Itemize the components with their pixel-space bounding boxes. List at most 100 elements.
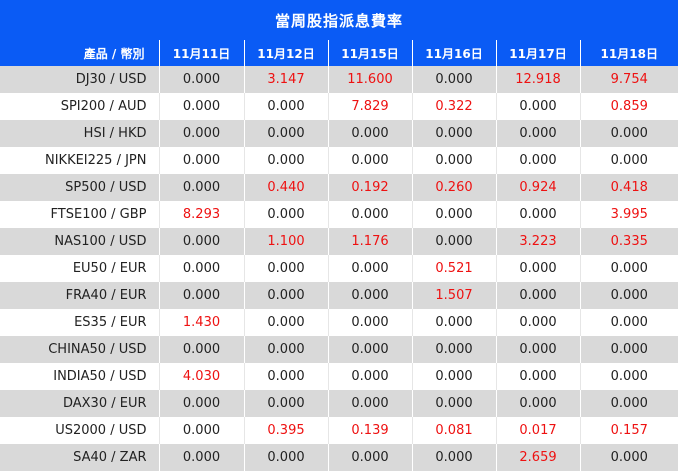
column-header-date: 11月11日 bbox=[158, 40, 244, 66]
product-cell: DJ30 / USD bbox=[0, 66, 159, 93]
rate-cell: 0.000 bbox=[495, 147, 580, 174]
product-cell: HSI / HKD bbox=[0, 120, 159, 147]
rate-cell: 0.000 bbox=[411, 336, 496, 363]
rate-cell: 0.000 bbox=[411, 228, 496, 255]
rate-cell: 0.000 bbox=[243, 444, 328, 471]
rate-cell: 0.000 bbox=[495, 336, 580, 363]
rate-cell: 0.000 bbox=[411, 363, 496, 390]
rate-cell: 0.000 bbox=[158, 390, 244, 417]
table-row: INDIA50 / USD 4.030 0.000 0.000 0.000 0.000 0.… bbox=[0, 363, 678, 390]
table-row: ES35 / EUR 1.430 0.000 0.000 0.000 0.000 0.000 bbox=[0, 309, 678, 336]
rate-cell: 0.000 bbox=[243, 336, 328, 363]
rate-cell: 3.147 bbox=[243, 66, 328, 93]
column-header-date: 11月12日 bbox=[243, 40, 328, 66]
table-row: DAX30 / EUR 0.000 0.000 0.000 0.000 0.000 0.00… bbox=[0, 390, 678, 417]
dividend-rate-table: 產品 / 幣別 11月11日 11月12日 11月15日 11月16日 11月17日 11月… bbox=[0, 40, 678, 471]
page-title: 當周股指派息費率 bbox=[0, 0, 678, 40]
rate-cell: 0.000 bbox=[158, 336, 244, 363]
rate-cell: 0.924 bbox=[495, 174, 580, 201]
table-row: DJ30 / USD 0.000 3.147 11.600 0.000 12.918 9.7… bbox=[0, 66, 678, 93]
product-cell: DAX30 / EUR bbox=[0, 390, 159, 417]
rate-cell: 0.000 bbox=[411, 444, 496, 471]
table-row: FRA40 / EUR 0.000 0.000 0.000 1.507 0.000 0.00… bbox=[0, 282, 678, 309]
rate-cell: 0.000 bbox=[158, 120, 244, 147]
rate-cell: 0.081 bbox=[411, 417, 496, 444]
rate-cell: 0.000 bbox=[243, 363, 328, 390]
rate-cell: 0.000 bbox=[243, 255, 328, 282]
rate-cell: 0.000 bbox=[158, 93, 244, 120]
product-cell: EU50 / EUR bbox=[0, 255, 159, 282]
rate-cell: 0.192 bbox=[327, 174, 412, 201]
rate-cell: 9.754 bbox=[579, 66, 678, 93]
table-row: HSI / HKD 0.000 0.000 0.000 0.000 0.000 0.000 bbox=[0, 120, 678, 147]
rate-cell: 0.000 bbox=[158, 66, 244, 93]
rate-cell: 0.000 bbox=[411, 390, 496, 417]
rate-cell: 1.507 bbox=[411, 282, 496, 309]
rate-cell: 0.000 bbox=[327, 444, 412, 471]
rate-cell: 0.000 bbox=[411, 147, 496, 174]
rate-cell: 0.000 bbox=[579, 336, 678, 363]
rate-cell: 0.000 bbox=[243, 201, 328, 228]
rate-cell: 0.000 bbox=[158, 444, 244, 471]
rate-cell: 0.000 bbox=[411, 201, 496, 228]
rate-cell: 0.322 bbox=[411, 93, 496, 120]
product-cell: CHINA50 / USD bbox=[0, 336, 159, 363]
rate-cell: 0.000 bbox=[243, 93, 328, 120]
rate-cell: 0.000 bbox=[158, 147, 244, 174]
rate-cell: 0.000 bbox=[579, 282, 678, 309]
rate-cell: 0.000 bbox=[579, 147, 678, 174]
rate-cell: 0.000 bbox=[327, 147, 412, 174]
rate-cell: 0.000 bbox=[579, 255, 678, 282]
rate-cell: 0.000 bbox=[243, 309, 328, 336]
rate-cell: 1.430 bbox=[158, 309, 244, 336]
rate-cell: 0.000 bbox=[495, 120, 580, 147]
rate-cell: 3.223 bbox=[495, 228, 580, 255]
rate-cell: 3.995 bbox=[579, 201, 678, 228]
rate-cell: 0.000 bbox=[327, 363, 412, 390]
rate-cell: 8.293 bbox=[158, 201, 244, 228]
product-cell: US2000 / USD bbox=[0, 417, 159, 444]
rate-cell: 0.000 bbox=[158, 228, 244, 255]
rate-cell: 0.260 bbox=[411, 174, 496, 201]
table-row: SPI200 / AUD 0.000 0.000 7.829 0.322 0.000 0.8… bbox=[0, 93, 678, 120]
rate-cell: 0.000 bbox=[495, 390, 580, 417]
rate-cell: 0.017 bbox=[495, 417, 580, 444]
rate-cell: 0.000 bbox=[579, 309, 678, 336]
rate-cell: 7.829 bbox=[327, 93, 412, 120]
rate-cell: 0.440 bbox=[243, 174, 328, 201]
rate-cell: 0.000 bbox=[411, 66, 496, 93]
rate-cell: 0.000 bbox=[495, 309, 580, 336]
column-header-date: 11月16日 bbox=[411, 40, 496, 66]
product-cell: ES35 / EUR bbox=[0, 309, 159, 336]
rate-cell: 0.418 bbox=[579, 174, 678, 201]
rate-cell: 1.100 bbox=[243, 228, 328, 255]
rate-cell: 0.000 bbox=[411, 309, 496, 336]
table-row: NAS100 / USD 0.000 1.100 1.176 0.000 3.223 0.3… bbox=[0, 228, 678, 255]
product-cell: SP500 / USD bbox=[0, 174, 159, 201]
column-header-product: 產品 / 幣別 bbox=[0, 40, 159, 66]
rate-cell: 0.000 bbox=[495, 255, 580, 282]
table-row: SA40 / ZAR 0.000 0.000 0.000 0.000 2.659 0.000 bbox=[0, 444, 678, 471]
rate-cell: 0.157 bbox=[579, 417, 678, 444]
product-cell: FRA40 / EUR bbox=[0, 282, 159, 309]
rate-cell: 2.659 bbox=[495, 444, 580, 471]
rate-cell: 0.000 bbox=[579, 363, 678, 390]
rate-cell: 0.139 bbox=[327, 417, 412, 444]
rate-cell: 0.000 bbox=[411, 120, 496, 147]
rate-cell: 0.521 bbox=[411, 255, 496, 282]
product-cell: SPI200 / AUD bbox=[0, 93, 159, 120]
product-cell: FTSE100 / GBP bbox=[0, 201, 159, 228]
rate-cell: 0.000 bbox=[243, 147, 328, 174]
table-row: NIKKEI225 / JPN 0.000 0.000 0.000 0.000 0.000… bbox=[0, 147, 678, 174]
table-row: FTSE100 / GBP 8.293 0.000 0.000 0.000 0.000 3.… bbox=[0, 201, 678, 228]
rate-cell: 0.000 bbox=[158, 417, 244, 444]
rate-cell: 0.000 bbox=[243, 390, 328, 417]
column-header-date: 11月17日 bbox=[495, 40, 580, 66]
rate-cell: 0.000 bbox=[158, 255, 244, 282]
column-header-date: 11月15日 bbox=[327, 40, 412, 66]
rate-cell: 0.000 bbox=[327, 120, 412, 147]
product-cell: NIKKEI225 / JPN bbox=[0, 147, 159, 174]
rate-cell: 0.000 bbox=[243, 282, 328, 309]
rate-cell: 0.000 bbox=[495, 363, 580, 390]
table-row: EU50 / EUR 0.000 0.000 0.000 0.521 0.000 0.000 bbox=[0, 255, 678, 282]
